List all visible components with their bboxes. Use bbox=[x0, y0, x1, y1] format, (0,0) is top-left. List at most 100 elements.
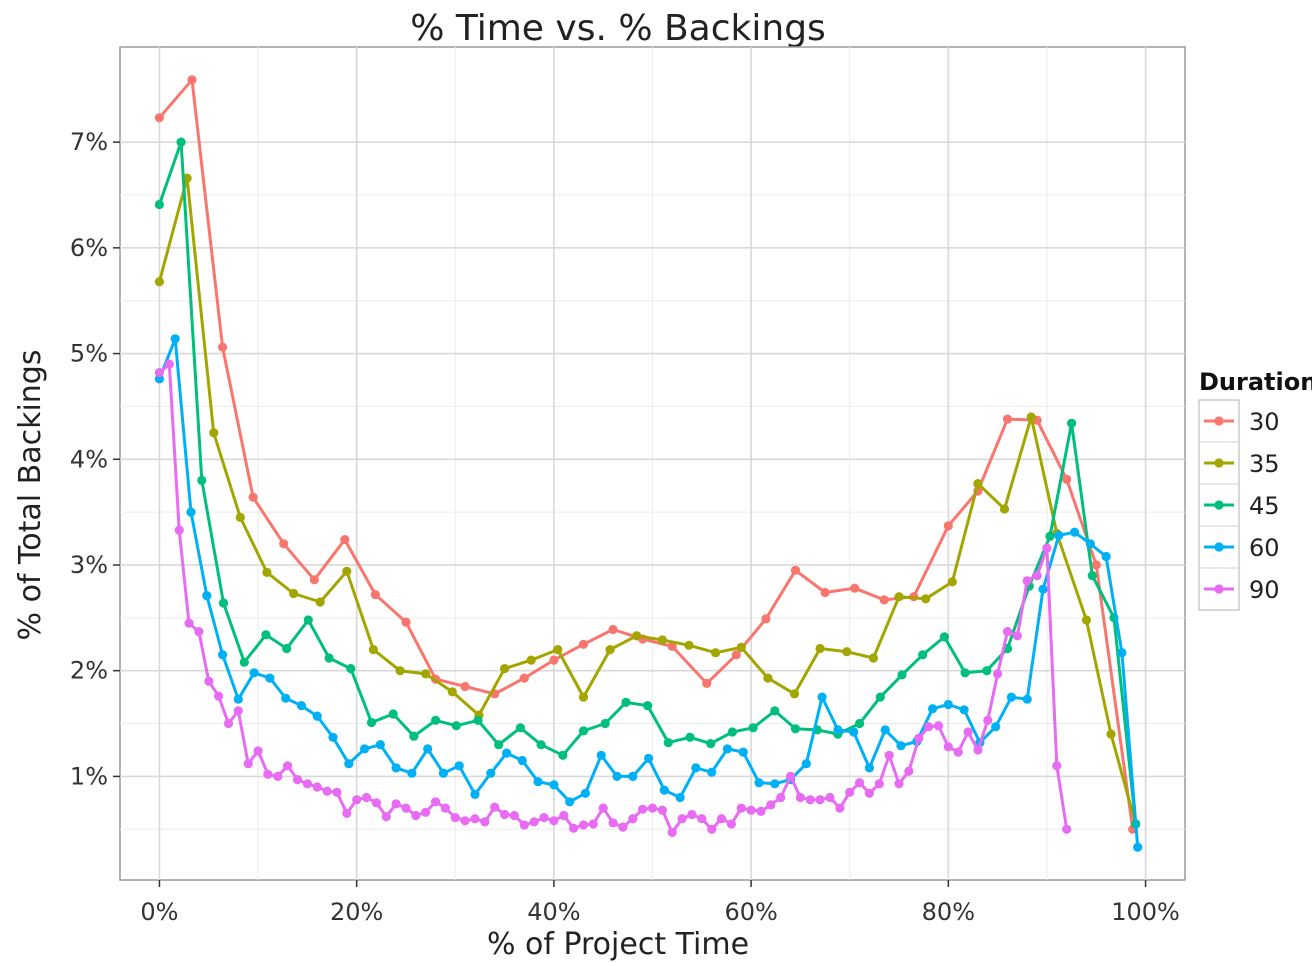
data-point-90 bbox=[480, 817, 490, 827]
data-point-90 bbox=[667, 827, 677, 838]
data-point-45 bbox=[239, 657, 249, 667]
data-point-35 bbox=[500, 664, 510, 674]
legend-title: Duration bbox=[1199, 368, 1312, 396]
legend-label-35: 35 bbox=[1249, 450, 1280, 478]
data-point-90 bbox=[963, 727, 973, 737]
data-point-45 bbox=[748, 723, 758, 733]
data-point-90 bbox=[805, 795, 815, 805]
data-point-35 bbox=[421, 669, 431, 679]
data-point-90 bbox=[421, 807, 431, 817]
data-point-45 bbox=[1067, 418, 1077, 428]
data-point-60 bbox=[454, 761, 464, 771]
data-point-90 bbox=[766, 800, 776, 810]
data-point-60 bbox=[896, 741, 906, 751]
data-point-45 bbox=[770, 706, 780, 716]
data-point-90 bbox=[618, 822, 628, 832]
data-point-30 bbox=[154, 113, 164, 123]
data-point-35 bbox=[947, 577, 957, 587]
data-point-45 bbox=[855, 718, 865, 729]
data-point-45 bbox=[578, 726, 589, 736]
data-point-30 bbox=[519, 673, 529, 683]
legend-key-point-90 bbox=[1214, 584, 1224, 594]
data-point-90 bbox=[519, 820, 529, 830]
data-point-35 bbox=[1081, 615, 1091, 625]
data-point-30 bbox=[279, 539, 289, 549]
data-point-90 bbox=[401, 803, 411, 813]
data-point-90 bbox=[154, 368, 164, 378]
data-point-90 bbox=[450, 813, 460, 823]
data-point-45 bbox=[558, 750, 568, 760]
data-point-35 bbox=[578, 692, 589, 702]
data-point-90 bbox=[569, 823, 579, 833]
x-tick-label: 0% bbox=[140, 898, 178, 926]
data-point-30 bbox=[879, 595, 889, 605]
data-point-45 bbox=[685, 732, 695, 742]
data-point-90 bbox=[815, 795, 825, 805]
data-point-30 bbox=[578, 639, 589, 649]
data-point-90 bbox=[361, 792, 372, 803]
series-90 bbox=[154, 359, 1072, 838]
data-point-90 bbox=[874, 779, 884, 789]
data-point-30 bbox=[731, 650, 741, 660]
data-point-90 bbox=[1062, 824, 1072, 834]
data-point-90 bbox=[509, 810, 519, 821]
data-point-45 bbox=[282, 643, 292, 654]
data-point-60 bbox=[565, 797, 575, 807]
y-tick-label: 1% bbox=[70, 762, 108, 790]
data-point-90 bbox=[549, 816, 559, 826]
data-point-45 bbox=[790, 724, 801, 734]
data-point-30 bbox=[667, 641, 677, 652]
data-point-90 bbox=[657, 805, 668, 815]
data-point-60 bbox=[186, 507, 196, 517]
data-point-30 bbox=[309, 575, 319, 585]
data-point-45 bbox=[515, 723, 526, 733]
data-point-90 bbox=[204, 676, 214, 686]
data-point-45 bbox=[918, 650, 928, 660]
data-point-30 bbox=[761, 614, 771, 624]
data-point-30 bbox=[370, 590, 380, 600]
data-point-35 bbox=[973, 479, 983, 489]
data-point-35 bbox=[763, 673, 773, 683]
data-point-60 bbox=[817, 692, 827, 702]
y-tick-label: 7% bbox=[70, 128, 108, 156]
data-point-90 bbox=[1032, 571, 1042, 581]
data-point-30 bbox=[1091, 560, 1101, 570]
data-point-60 bbox=[549, 780, 559, 790]
data-point-90 bbox=[993, 669, 1003, 679]
data-point-35 bbox=[789, 689, 800, 699]
x-axis-label: % of Project Time bbox=[487, 927, 749, 962]
data-point-60 bbox=[1022, 694, 1032, 704]
data-point-90 bbox=[411, 810, 421, 821]
data-point-90 bbox=[539, 813, 549, 823]
legend-label-60: 60 bbox=[1249, 534, 1280, 562]
data-point-60 bbox=[691, 763, 701, 773]
data-point-60 bbox=[517, 755, 527, 766]
data-point-30 bbox=[1062, 474, 1072, 484]
data-point-45 bbox=[727, 727, 738, 737]
data-point-60 bbox=[644, 753, 654, 764]
legend-label-90: 90 bbox=[1249, 576, 1280, 604]
data-point-60 bbox=[265, 673, 275, 683]
data-point-60 bbox=[659, 785, 669, 795]
data-point-90 bbox=[953, 747, 963, 757]
data-point-90 bbox=[904, 766, 914, 776]
data-point-45 bbox=[261, 630, 271, 640]
data-point-60 bbox=[281, 693, 291, 703]
x-tick-label: 60% bbox=[724, 898, 777, 926]
data-point-45 bbox=[346, 664, 356, 674]
data-point-30 bbox=[218, 342, 228, 352]
data-point-60 bbox=[1117, 648, 1127, 658]
data-point-35 bbox=[262, 567, 272, 578]
series-layer bbox=[154, 75, 1143, 852]
data-point-60 bbox=[675, 792, 685, 803]
data-point-90 bbox=[283, 761, 293, 771]
data-point-60 bbox=[391, 763, 401, 773]
data-point-45 bbox=[875, 692, 885, 702]
data-point-90 bbox=[559, 810, 569, 821]
data-point-45 bbox=[536, 740, 546, 750]
data-point-35 bbox=[315, 597, 325, 607]
data-point-60 bbox=[312, 711, 322, 721]
data-point-90 bbox=[933, 721, 944, 731]
data-point-60 bbox=[707, 767, 717, 777]
data-point-90 bbox=[884, 750, 894, 760]
